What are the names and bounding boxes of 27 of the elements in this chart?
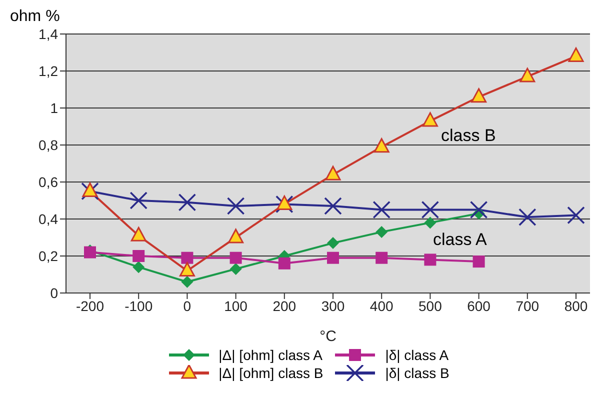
x-tick-label: 700	[516, 298, 540, 314]
x-tick-label: 300	[321, 298, 345, 314]
x-tick-label: 600	[467, 298, 491, 314]
x-tick-label: -100	[124, 298, 153, 314]
legend-label: |δ| class A	[385, 347, 449, 363]
y-tick-label: 0,2	[38, 248, 58, 264]
y-axis-title: ohm %	[10, 8, 60, 26]
y-tick-label: 0	[50, 284, 58, 301]
y-tick-label: 0,4	[38, 210, 58, 227]
x-tick-label: 100	[224, 298, 248, 314]
legend-label: |Δ| [ohm] class B	[218, 365, 324, 381]
x-tick-label: 0	[183, 298, 192, 314]
x-axis-title: °C	[320, 328, 337, 345]
x-tick-label: 200	[272, 298, 296, 314]
x-tick-label: 400	[370, 298, 394, 314]
y-tick-label: 0,6	[38, 174, 58, 190]
x-tick-label: 500	[418, 298, 442, 314]
y-tick-label: 1,4	[38, 26, 58, 42]
y-tick-label: 1	[50, 100, 58, 116]
x-tick-label: -200	[76, 298, 104, 314]
legend-label: |δ| class B	[385, 365, 450, 381]
legend-label: |Δ| [ohm] class A	[218, 347, 322, 363]
annotation: class B	[441, 126, 496, 146]
x-tick-label: 800	[564, 298, 588, 314]
y-tick-label: 1,2	[38, 62, 58, 79]
y-tick-label: 0,8	[38, 136, 58, 153]
annotation: class A	[433, 230, 487, 250]
